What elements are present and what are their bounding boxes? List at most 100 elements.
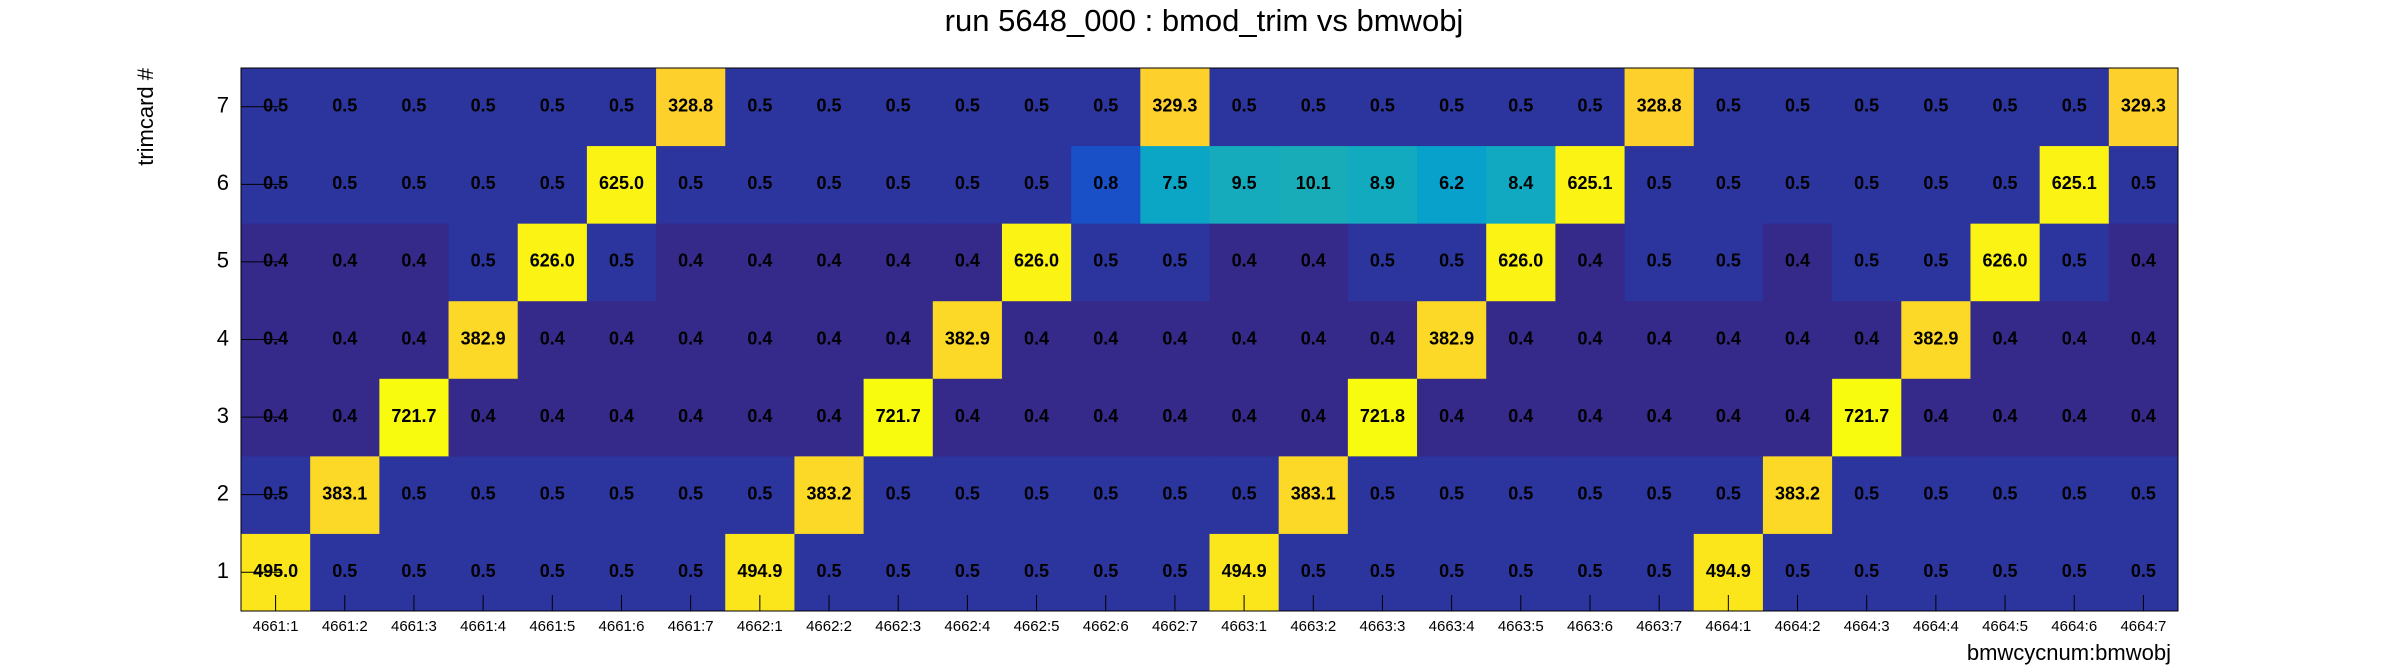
cell-label: 721.8 — [1360, 406, 1405, 426]
heatmap-cell — [1417, 223, 1487, 302]
cell-label: 0.5 — [1232, 96, 1257, 116]
heatmap-cell — [586, 145, 657, 224]
x-tick-label: 4663:3 — [1360, 618, 1406, 635]
cell-label: 0.4 — [2131, 251, 2156, 271]
heatmap-cell — [656, 300, 726, 379]
cell-label: 6.2 — [1439, 173, 1464, 193]
heatmap-cell — [863, 145, 934, 224]
y-tick-label: 3 — [217, 403, 229, 428]
cell-label: 0.5 — [1993, 561, 2018, 581]
heatmap-cell — [863, 455, 934, 534]
cell-label: 0.5 — [401, 96, 426, 116]
heatmap-cell — [1901, 378, 1971, 457]
cell-label: 0.5 — [886, 96, 911, 116]
x-axis-title: bmwcycnum:bmwobj — [1967, 640, 2171, 665]
heatmap-cell — [794, 145, 865, 224]
heatmap-cell — [1624, 68, 1695, 147]
cell-label: 0.4 — [1577, 406, 1602, 426]
heatmap-cell — [379, 455, 450, 534]
heatmap-cell — [1555, 300, 1626, 379]
heatmap-cell — [1209, 455, 1280, 534]
heatmap-cell — [863, 300, 934, 379]
heatmap-cell — [1071, 300, 1141, 379]
cell-label: 0.4 — [678, 251, 703, 271]
cell-label: 328.8 — [1637, 96, 1682, 116]
cell-label: 626.0 — [530, 251, 575, 271]
cell-label: 0.5 — [1093, 251, 1118, 271]
heatmap-cell — [1001, 223, 1072, 302]
cell-label: 0.4 — [1093, 406, 1118, 426]
cell-label: 0.4 — [263, 406, 288, 426]
heatmap-cell — [1140, 455, 1210, 534]
cell-label: 0.4 — [747, 406, 772, 426]
cell-label: 626.0 — [1983, 251, 2028, 271]
cell-label: 721.7 — [391, 406, 436, 426]
heatmap-cell — [1071, 223, 1141, 302]
heatmap-cell — [2039, 68, 2110, 147]
heatmap-cell — [1140, 68, 1210, 147]
cell-label: 0.5 — [1024, 173, 1049, 193]
cell-label: 0.5 — [2131, 561, 2156, 581]
heatmap-cell — [1555, 145, 1626, 224]
cell-label: 0.4 — [1716, 406, 1741, 426]
heatmap-cell — [1278, 300, 1349, 379]
heatmap-cell — [1832, 68, 1902, 147]
heatmap-cell — [794, 455, 865, 534]
x-tick-label: 4662:3 — [875, 618, 921, 635]
heatmap-cell — [1970, 223, 2041, 302]
cell-label: 0.5 — [1162, 561, 1187, 581]
heatmap-cell — [310, 223, 380, 302]
cell-label: 0.5 — [1647, 483, 1672, 503]
heatmap-cell — [448, 68, 519, 147]
cell-label: 0.5 — [1993, 173, 2018, 193]
x-tick-label: 4663:6 — [1567, 618, 1613, 635]
cell-label: 0.5 — [471, 251, 496, 271]
chart-title: run 5648_000 : bmod_trim vs bmwobj — [945, 3, 1464, 38]
cell-label: 0.5 — [1923, 173, 1948, 193]
cell-label: 0.5 — [1993, 96, 2018, 116]
cell-label: 329.3 — [2121, 96, 2166, 116]
cell-label: 0.5 — [2062, 96, 2087, 116]
cell-label: 0.4 — [747, 251, 772, 271]
x-tick-label: 4661:4 — [460, 618, 506, 635]
heatmap-cell — [1901, 455, 1971, 534]
cell-label: 494.9 — [737, 561, 782, 581]
heatmap-cell — [517, 223, 588, 302]
heatmap-cell — [586, 378, 657, 457]
heatmap-cell — [2108, 68, 2179, 147]
cell-label: 625.0 — [599, 173, 644, 193]
heatmap-cell — [310, 300, 380, 379]
cell-label: 0.5 — [1093, 561, 1118, 581]
cell-label: 0.5 — [955, 483, 980, 503]
heatmap-cell — [1417, 145, 1487, 224]
heatmap-cell — [1832, 378, 1902, 457]
heatmap-cell — [1901, 145, 1971, 224]
cell-label: 0.4 — [1093, 328, 1118, 348]
cell-label: 0.5 — [1093, 96, 1118, 116]
cell-label: 0.5 — [678, 483, 703, 503]
cell-label: 0.5 — [1647, 251, 1672, 271]
y-tick-label: 5 — [217, 248, 229, 273]
x-tick-label: 4663:2 — [1290, 618, 1336, 635]
heatmap-cell — [1970, 455, 2041, 534]
heatmap-cell — [1347, 223, 1418, 302]
cell-label: 0.4 — [2131, 328, 2156, 348]
cell-label: 0.4 — [471, 406, 496, 426]
heatmap-cell — [1209, 223, 1280, 302]
heatmap-cell — [794, 223, 865, 302]
cell-label: 0.4 — [817, 328, 842, 348]
cell-label: 0.4 — [1923, 406, 1948, 426]
heatmap-cell — [794, 378, 865, 457]
x-tick-label: 4661:6 — [599, 618, 645, 635]
heatmap-cell — [310, 68, 380, 147]
cell-label: 0.4 — [886, 328, 911, 348]
heatmap-cell — [1347, 68, 1418, 147]
cell-label: 0.5 — [1854, 483, 1879, 503]
cell-label: 0.4 — [955, 406, 980, 426]
heatmap-cell — [517, 455, 588, 534]
cell-label: 0.4 — [1508, 328, 1533, 348]
heatmap-cell — [656, 455, 726, 534]
cell-label: 0.5 — [1024, 483, 1049, 503]
heatmap-cell — [517, 378, 588, 457]
